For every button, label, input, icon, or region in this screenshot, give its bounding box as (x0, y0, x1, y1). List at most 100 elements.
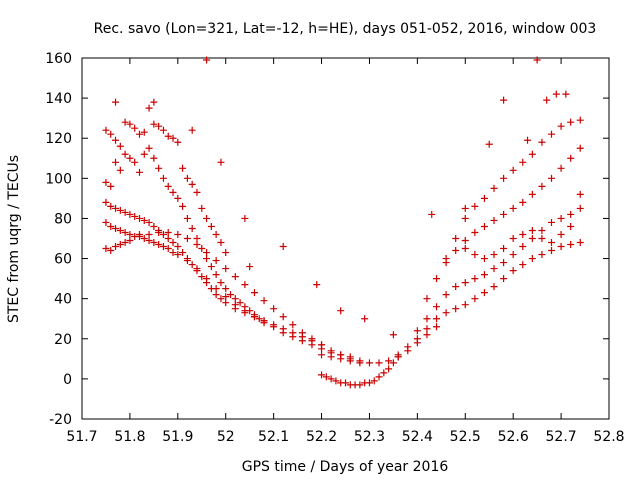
data-point (509, 235, 517, 242)
data-point (509, 204, 517, 212)
data-point (567, 210, 575, 218)
data-point (548, 247, 556, 255)
data-point (212, 271, 220, 279)
data-point (231, 295, 239, 303)
data-point (203, 249, 211, 257)
data-point (198, 245, 206, 253)
data-point (155, 122, 163, 130)
data-point (308, 341, 316, 349)
data-point (490, 251, 498, 259)
data-point (279, 329, 287, 337)
data-point (480, 222, 488, 230)
data-point (361, 315, 369, 323)
data-point (126, 230, 134, 238)
data-point (174, 194, 182, 202)
data-point (212, 257, 220, 265)
x-tick-label: 52.6 (498, 429, 529, 445)
data-point (562, 90, 570, 98)
data-point (126, 154, 134, 162)
data-point (164, 182, 172, 190)
data-point (318, 341, 326, 349)
data-point (313, 281, 321, 289)
x-tick-label: 52.2 (306, 429, 337, 445)
data-point (140, 235, 148, 242)
data-point (342, 379, 349, 387)
data-point (246, 263, 254, 271)
data-point (102, 178, 110, 186)
data-point (576, 144, 584, 152)
data-point (260, 297, 268, 305)
data-point (112, 98, 120, 106)
data-point (567, 154, 575, 162)
data-point (519, 198, 527, 206)
data-point (212, 230, 220, 238)
data-point (241, 214, 249, 222)
data-point (164, 245, 172, 253)
data-point (500, 275, 508, 283)
data-point (169, 188, 177, 196)
data-point (576, 239, 584, 247)
data-point (231, 301, 239, 309)
y-tick-label: -20 (49, 412, 72, 428)
data-point (576, 116, 584, 124)
data-point (198, 204, 206, 212)
data-point (298, 337, 306, 345)
data-point (227, 291, 235, 299)
data-point (318, 371, 326, 379)
data-point (576, 190, 584, 198)
x-axis-label: GPS time / Days of year 2016 (242, 459, 449, 475)
data-point (174, 243, 182, 251)
data-point (365, 359, 373, 367)
data-point (174, 230, 182, 238)
data-point (203, 56, 211, 64)
data-point (471, 275, 479, 283)
data-point (500, 210, 508, 218)
data-point (548, 174, 556, 182)
data-point (102, 245, 110, 253)
data-point (423, 325, 431, 333)
data-point (155, 241, 163, 249)
data-point (461, 204, 469, 212)
data-point (135, 214, 143, 222)
y-tick-label: 80 (54, 211, 72, 227)
data-point (217, 158, 225, 166)
y-tick-label: 160 (45, 51, 72, 67)
data-point (207, 263, 215, 271)
data-point (500, 96, 508, 104)
data-point (557, 214, 565, 222)
data-point (140, 128, 148, 136)
data-point (131, 158, 139, 166)
data-point (131, 212, 139, 220)
data-point (442, 255, 450, 263)
data-point (548, 130, 556, 138)
data-point (188, 261, 196, 269)
data-point (538, 138, 546, 146)
x-tick-label: 52.4 (402, 429, 433, 445)
data-point (557, 230, 565, 238)
data-point (442, 291, 450, 299)
data-point (471, 228, 479, 236)
data-point (116, 226, 124, 234)
data-point (423, 331, 431, 339)
data-point (538, 235, 546, 242)
data-point (480, 255, 488, 263)
data-point (413, 335, 421, 343)
data-point (346, 357, 354, 365)
x-tick-label: 52.5 (450, 429, 481, 445)
data-point (490, 283, 498, 291)
data-point (145, 237, 153, 245)
data-point (509, 166, 517, 174)
data-point (452, 235, 460, 242)
data-point (308, 335, 316, 343)
data-point (116, 166, 124, 174)
data-point (236, 299, 244, 307)
data-point (538, 251, 546, 259)
y-tick-label: 140 (45, 91, 72, 107)
data-point (116, 142, 124, 150)
data-point (179, 249, 187, 257)
data-point (289, 333, 297, 341)
axis-ticks: 51.7 51.8 51.9 52 52.1 52.2 52.3 52.4 52.5 52.6 52… (45, 51, 624, 445)
data-point (327, 353, 335, 361)
data-point (490, 184, 498, 192)
data-point (126, 120, 134, 128)
